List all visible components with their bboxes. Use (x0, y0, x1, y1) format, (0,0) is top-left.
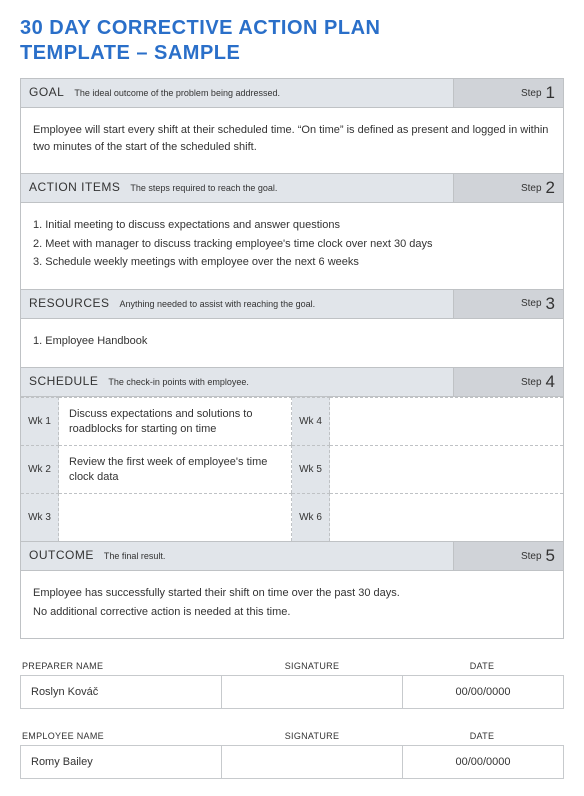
goal-step: Step 1 (453, 79, 563, 107)
wk3-label: Wk 3 (21, 493, 59, 541)
goal-label: GOAL (29, 85, 64, 99)
employee-sig (221, 746, 403, 778)
section-schedule-header: SCHEDULE The check-in points with employ… (21, 368, 563, 397)
action-step: Step 2 (453, 174, 563, 202)
wk1-cell: Discuss expectations and solutions to ro… (59, 397, 292, 445)
employee-date: 00/00/0000 (403, 746, 563, 778)
preparer-head-sig: SIGNATURE (222, 661, 402, 671)
action-label: ACTION ITEMS (29, 180, 120, 194)
employee-name: Romy Bailey (21, 746, 221, 778)
section-schedule: SCHEDULE The check-in points with employ… (20, 368, 564, 542)
title-line-1: 30 DAY CORRECTIVE ACTION PLAN (20, 17, 381, 39)
title-line-2: TEMPLATE – SAMPLE (20, 42, 240, 64)
section-action: ACTION ITEMS The steps required to reach… (20, 174, 564, 290)
preparer-sign-block: PREPARER NAME SIGNATURE DATE Roslyn Ková… (20, 661, 564, 709)
employee-head-date: DATE (402, 731, 562, 741)
section-outcome: OUTCOME The final result. Step 5 Employe… (20, 542, 564, 639)
preparer-head-name: PREPARER NAME (22, 661, 222, 671)
wk3-cell (59, 493, 292, 541)
schedule-step: Step 4 (453, 368, 563, 396)
resources-step: Step 3 (453, 290, 563, 318)
section-outcome-header: OUTCOME The final result. Step 5 (21, 542, 563, 571)
wk6-label: Wk 6 (292, 493, 330, 541)
wk5-label: Wk 5 (292, 445, 330, 493)
goal-body: Employee will start every shift at their… (21, 108, 563, 173)
outcome-desc: The final result. (104, 551, 166, 561)
wk4-cell (330, 397, 563, 445)
section-action-header: ACTION ITEMS The steps required to reach… (21, 174, 563, 203)
wk2-label: Wk 2 (21, 445, 59, 493)
resources-desc: Anything needed to assist with reaching … (120, 299, 316, 309)
schedule-desc: The check-in points with employee. (108, 377, 249, 387)
employee-head-sig: SIGNATURE (222, 731, 402, 741)
document-title: 30 DAY CORRECTIVE ACTION PLAN TEMPLATE –… (20, 16, 564, 66)
action-desc: The steps required to reach the goal. (130, 183, 277, 193)
wk4-label: Wk 4 (292, 397, 330, 445)
outcome-label: OUTCOME (29, 548, 94, 562)
employee-head-name: EMPLOYEE NAME (22, 731, 222, 741)
wk1-label: Wk 1 (21, 397, 59, 445)
section-goal-header: GOAL The ideal outcome of the problem be… (21, 79, 563, 108)
preparer-head-date: DATE (402, 661, 562, 671)
resources-body: 1. Employee Handbook (21, 319, 563, 368)
employee-sign-block: EMPLOYEE NAME SIGNATURE DATE Romy Bailey… (20, 731, 564, 779)
schedule-grid: Wk 1 Discuss expectations and solutions … (21, 397, 563, 541)
section-goal: GOAL The ideal outcome of the problem be… (20, 78, 564, 174)
section-resources: RESOURCES Anything needed to assist with… (20, 290, 564, 369)
resources-label: RESOURCES (29, 296, 110, 310)
schedule-label: SCHEDULE (29, 374, 98, 388)
wk2-cell: Review the first week of employee's time… (59, 445, 292, 493)
section-resources-header: RESOURCES Anything needed to assist with… (21, 290, 563, 319)
preparer-date: 00/00/0000 (403, 676, 563, 708)
preparer-sig (221, 676, 403, 708)
action-body: 1. Initial meeting to discuss expectatio… (21, 203, 563, 289)
goal-desc: The ideal outcome of the problem being a… (74, 88, 280, 98)
outcome-body: Employee has successfully started their … (21, 571, 563, 638)
wk5-cell (330, 445, 563, 493)
wk6-cell (330, 493, 563, 541)
outcome-step: Step 5 (453, 542, 563, 570)
preparer-name: Roslyn Kováč (21, 676, 221, 708)
